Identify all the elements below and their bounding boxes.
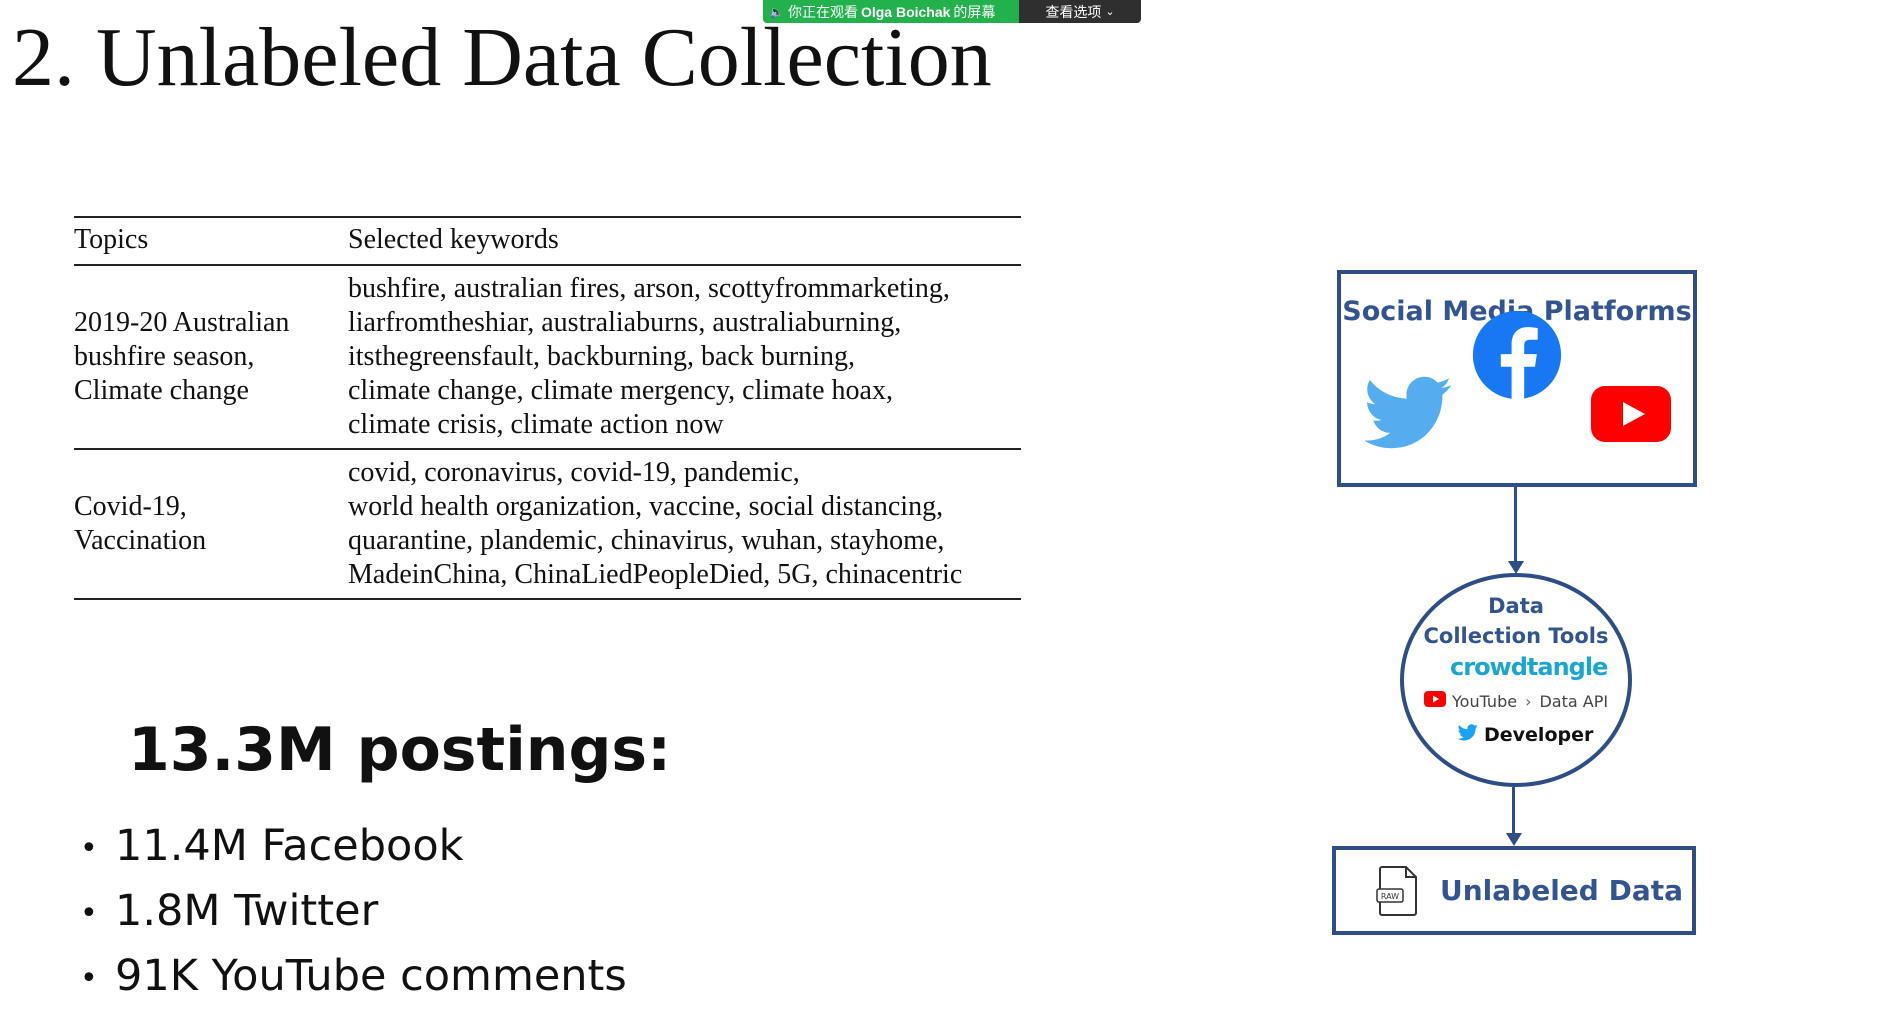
share-status: 🔈 你正在观看 Olga Boichak 的屏幕 [763,0,1019,23]
table-header-row: Topics Selected keywords [74,217,1021,265]
view-options-button[interactable]: 查看选项 ⌄ [1019,0,1141,23]
share-status-prefix: 你正在观看 [787,3,858,20]
keyword-line: world health organization, vaccine, soci… [348,491,944,522]
table-row: Covid-19, Vaccination covid, coronavirus… [74,449,1021,599]
unlabeled-data-box: RAW Unlabeled Data [1332,846,1696,935]
screen-share-banner: 🔈 你正在观看 Olga Boichak 的屏幕 查看选项 ⌄ [763,0,1141,23]
tools-title-line-2: Collection Tools [1423,624,1609,648]
tools-title-line-1: Data [1488,594,1544,618]
youtube-data-api-logo: YouTube › Data API [1424,691,1618,711]
list-item: • 91K YouTube comments [80,945,627,1010]
chevron-down-icon: ⌄ [1105,6,1115,18]
youtube-small-icon [1424,691,1446,711]
youtube-icon [1591,386,1671,442]
presenter-name: Olga Boichak [860,3,951,20]
data-collection-tools-node: Data Collection Tools crowdtangle YouTub… [1400,573,1632,787]
keyword-line: bushfire, australian fires, arson, scott… [348,273,950,304]
twitter-small-icon [1457,724,1478,746]
view-options-label: 查看选项 [1045,3,1102,20]
flow-arrow-line [1514,487,1517,563]
posting-count-facebook: 11.4M Facebook [115,821,464,871]
twitter-icon [1363,376,1453,450]
crowdtangle-logo: crowdtangle [1450,653,1608,681]
youtube-label: YouTube [1452,691,1518,711]
keyword-line: climate crisis, climate action now [348,409,724,440]
keyword-line: itsthegreensfault, backburning, back bur… [348,341,855,372]
column-header-topics: Topics [74,224,149,255]
raw-file-icon: RAW [1376,865,1420,917]
topic-line: Vaccination [74,525,207,556]
postings-title: 13.3M postings: [128,715,672,785]
keywords-table: Topics Selected keywords 2019-20 Austral… [74,216,1021,600]
twitter-developer-logo: Developer [1457,724,1594,746]
slide-title: 2. Unlabeled Data Collection [12,11,992,104]
flow-arrow-line [1512,787,1515,835]
list-item: • 11.4M Facebook [80,815,627,880]
keyword-line: climate change, climate mergency, climat… [348,375,893,406]
topic-cell: 2019-20 Australian bushfire season, Clim… [74,265,348,449]
unlabeled-data-label: Unlabeled Data [1440,874,1683,907]
list-item: • 1.8M Twitter [80,880,627,945]
speaker-icon: 🔈 [769,4,784,19]
facebook-icon [1472,310,1562,400]
keyword-line: liarfromtheshiar, australiaburns, austra… [348,307,902,338]
column-header-keywords: Selected keywords [348,224,559,255]
keyword-line: covid, coronavirus, covid-19, pandemic, [348,457,800,488]
posting-count-youtube: 91K YouTube comments [115,951,627,1001]
chevron-right-icon: › [1525,691,1532,711]
bullet-icon: • [80,896,98,931]
tools-title: Data Collection Tools [1404,591,1628,651]
arrow-down-icon [1508,561,1524,574]
topic-line: bushfire season, [74,341,255,372]
topic-line: Climate change [74,375,249,406]
posting-count-twitter: 1.8M Twitter [115,886,379,936]
keywords-cell: covid, coronavirus, covid-19, pandemic, … [348,449,1021,599]
topic-line: 2019-20 Australian [74,307,290,338]
bullet-icon: • [80,961,98,996]
arrow-down-icon [1506,833,1522,846]
social-media-platforms-box: Social Media Platforms [1337,270,1697,487]
raw-file-label: RAW [1381,892,1399,901]
keyword-line: quarantine, plandemic, chinavirus, wuhan… [348,525,945,556]
topic-line: Covid-19, [74,491,187,522]
developer-label: Developer [1484,724,1594,746]
topic-cell: Covid-19, Vaccination [74,449,348,599]
bullet-icon: • [80,831,98,866]
share-status-suffix: 的屏幕 [953,3,996,20]
postings-list: • 11.4M Facebook • 1.8M Twitter • 91K YouTu… [80,815,627,1010]
data-api-label: Data API [1539,691,1609,711]
keywords-cell: bushfire, australian fires, arson, scott… [348,265,1021,449]
keyword-line: MadeinChina, ChinaLiedPeopleDied, 5G, ch… [348,559,963,590]
table-row: 2019-20 Australian bushfire season, Clim… [74,265,1021,449]
